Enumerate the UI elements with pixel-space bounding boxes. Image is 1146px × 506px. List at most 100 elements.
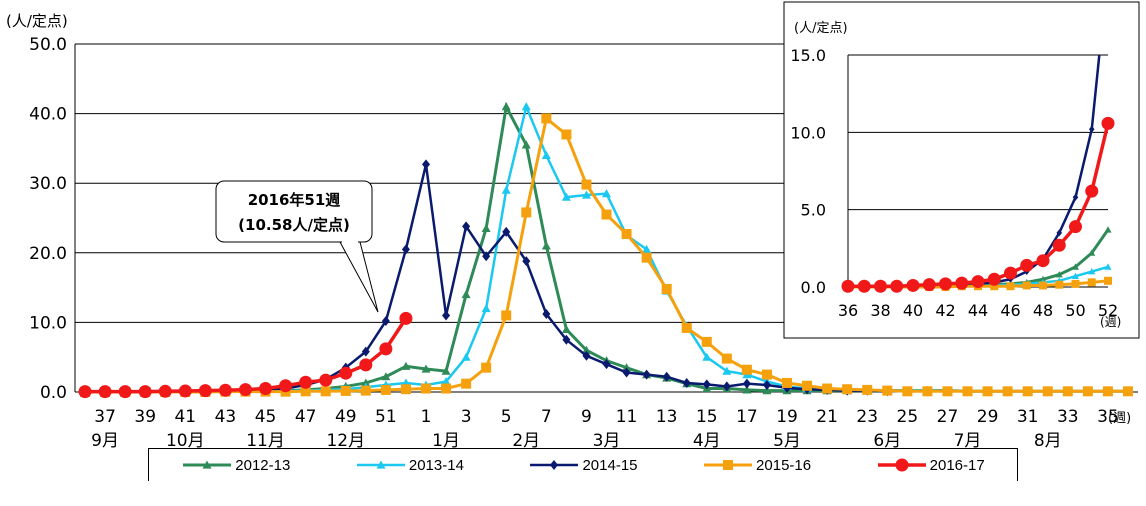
x-tick-label: 21 bbox=[816, 407, 838, 427]
x-tick-label: 5 bbox=[501, 407, 512, 427]
data-point bbox=[1104, 276, 1112, 285]
month-label: 12月 bbox=[326, 431, 365, 451]
data-point bbox=[661, 283, 672, 294]
y-tick-label: 10.0 bbox=[29, 313, 67, 333]
data-point bbox=[501, 102, 511, 111]
data-point bbox=[561, 129, 572, 140]
x-axis-unit-label: (週) bbox=[1108, 411, 1131, 426]
legend-label: 2013-14 bbox=[408, 456, 464, 474]
data-point bbox=[922, 386, 933, 397]
inset-series-2016-17 bbox=[841, 116, 1115, 293]
data-point bbox=[218, 383, 232, 397]
inset-y-tick-label: 5.0 bbox=[801, 201, 826, 220]
month-label: 8月 bbox=[1034, 431, 1062, 451]
data-point bbox=[1088, 125, 1095, 133]
inset-y-axis-unit-label: (人/定点) bbox=[794, 21, 848, 36]
data-point bbox=[641, 252, 652, 263]
data-point bbox=[681, 322, 692, 333]
data-point bbox=[300, 386, 311, 397]
data-point bbox=[1002, 386, 1013, 397]
data-point bbox=[401, 244, 410, 255]
data-point bbox=[421, 364, 431, 373]
month-label: 11月 bbox=[246, 431, 285, 451]
data-point bbox=[400, 384, 411, 395]
data-point bbox=[1082, 386, 1093, 397]
data-point bbox=[381, 372, 391, 381]
data-point bbox=[902, 386, 913, 397]
data-point bbox=[822, 383, 833, 394]
legend-label: 2014-15 bbox=[582, 456, 638, 474]
month-label: 3月 bbox=[593, 431, 621, 451]
main-series bbox=[78, 101, 1133, 399]
data-point bbox=[962, 386, 973, 397]
data-point bbox=[761, 369, 772, 380]
data-point bbox=[1088, 268, 1096, 275]
x-tick-label: 7 bbox=[541, 407, 552, 427]
legend-item: 2016-17 bbox=[876, 457, 985, 474]
data-point bbox=[1104, 226, 1112, 233]
data-point bbox=[742, 385, 752, 394]
x-tick-label: 23 bbox=[856, 407, 878, 427]
y-tick-label: 0.0 bbox=[40, 383, 67, 403]
data-point bbox=[550, 460, 559, 470]
data-point bbox=[742, 378, 751, 389]
inset-tick-labels: 0.0 5.0 10.0 15.0 36 38 40 42 44 46 48 50 52 bbox=[790, 46, 1118, 320]
data-point bbox=[319, 373, 333, 387]
y-tick-label: 20.0 bbox=[29, 244, 67, 264]
data-point bbox=[1056, 229, 1063, 237]
x-tick-label: 25 bbox=[897, 407, 919, 427]
inset-x-tick-label: 46 bbox=[1000, 301, 1020, 320]
month-label: 4月 bbox=[693, 431, 721, 451]
data-point bbox=[1022, 386, 1033, 397]
inset-y-tick-label: 10.0 bbox=[790, 123, 826, 142]
inset-chart: 0.05.010.015.036 38 40 42 44 46 48 50 52 (人/定点) … bbox=[783, 1, 1140, 339]
data-point bbox=[138, 385, 152, 399]
data-point bbox=[380, 384, 391, 395]
annotation-line-2: (10.58人/定点) bbox=[238, 216, 350, 234]
data-point bbox=[581, 345, 591, 354]
data-point bbox=[662, 371, 671, 382]
legend: 2012-13 2013-14 2014-15 2015-16 2016-17 bbox=[148, 448, 1018, 481]
data-point bbox=[842, 384, 853, 395]
legend-swatch bbox=[704, 460, 753, 470]
x-tick-label: 17 bbox=[736, 407, 758, 427]
legend-item: 2012-13 bbox=[181, 457, 290, 474]
x-tick-label: 3 bbox=[461, 407, 472, 427]
data-point bbox=[202, 460, 212, 469]
data-point bbox=[461, 352, 471, 361]
month-label: 10月 bbox=[166, 431, 205, 451]
data-point bbox=[890, 279, 904, 293]
legend-swatch bbox=[183, 460, 232, 469]
data-point bbox=[441, 377, 451, 386]
data-point bbox=[1022, 281, 1031, 290]
data-point bbox=[541, 241, 551, 250]
data-point bbox=[841, 279, 855, 293]
data-point bbox=[501, 310, 512, 321]
data-point bbox=[1122, 386, 1133, 397]
data-point bbox=[238, 383, 252, 397]
data-point bbox=[78, 385, 92, 399]
data-point bbox=[862, 384, 873, 395]
x-tick-label: 41 bbox=[174, 407, 196, 427]
data-point bbox=[420, 383, 431, 394]
data-point bbox=[741, 364, 752, 375]
data-point bbox=[501, 185, 511, 194]
x-tick-label: 37 bbox=[94, 407, 116, 427]
data-point bbox=[1072, 272, 1079, 279]
x-tick-label: 11 bbox=[616, 407, 638, 427]
data-point bbox=[561, 192, 571, 201]
data-point bbox=[118, 385, 132, 399]
data-point bbox=[522, 256, 531, 267]
data-point bbox=[376, 460, 386, 469]
data-point bbox=[990, 282, 999, 291]
data-point bbox=[971, 275, 985, 289]
data-point bbox=[1101, 116, 1115, 130]
data-point bbox=[441, 366, 451, 375]
data-point bbox=[361, 346, 370, 357]
data-point bbox=[178, 384, 192, 398]
x-tick-label: 13 bbox=[656, 407, 678, 427]
data-point bbox=[942, 386, 953, 397]
series-2015-16 bbox=[80, 113, 1133, 397]
legend-item: 2013-14 bbox=[355, 457, 464, 474]
